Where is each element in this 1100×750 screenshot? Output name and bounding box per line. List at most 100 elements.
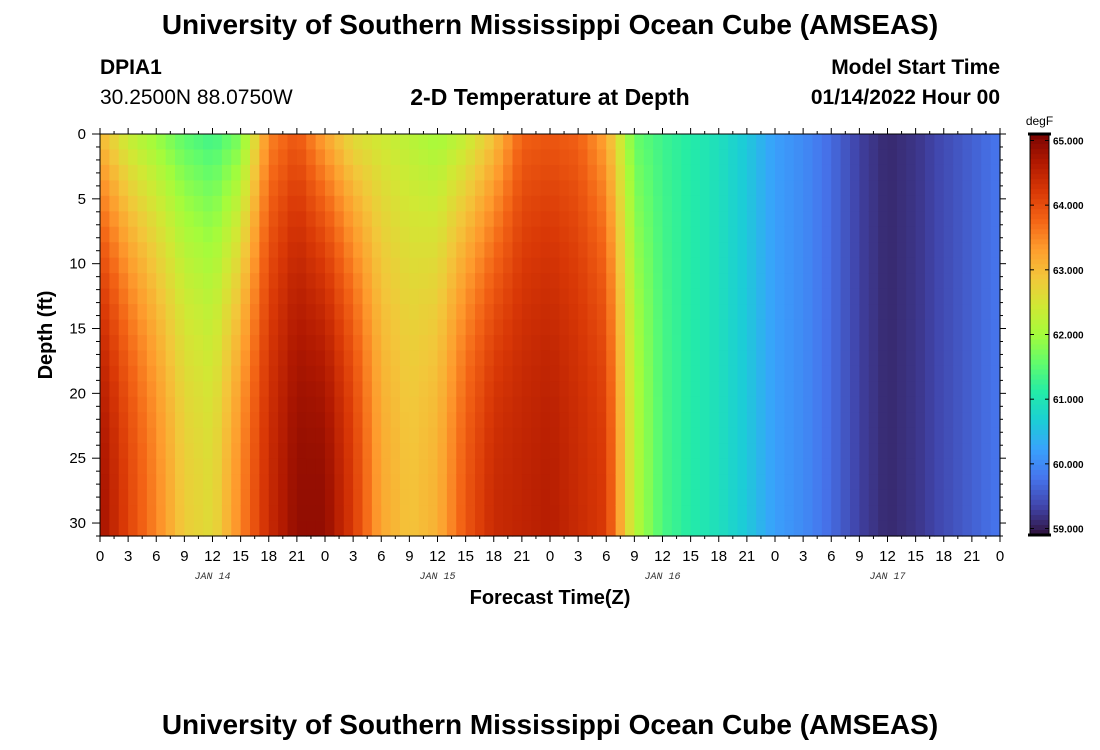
heatmap-cell xyxy=(990,427,1001,444)
heatmap-cell xyxy=(643,365,654,382)
heatmap-cell xyxy=(690,180,701,197)
heatmap-cell xyxy=(784,505,795,522)
heatmap-cell xyxy=(559,149,570,166)
heatmap-cell xyxy=(400,288,410,305)
heatmap-cell xyxy=(971,335,982,352)
heatmap-cell xyxy=(446,164,457,181)
heatmap-cell xyxy=(193,489,204,506)
heatmap-cell xyxy=(540,304,551,321)
heatmap-cell xyxy=(240,458,251,475)
heatmap-cell xyxy=(737,164,748,181)
colorbar-swatch xyxy=(1030,394,1049,401)
heatmap-cell xyxy=(315,443,326,460)
colorbar-swatch xyxy=(1030,189,1049,195)
heatmap-cell xyxy=(400,474,410,491)
heatmap-cell xyxy=(587,273,598,290)
colorbar-swatch xyxy=(1030,229,1049,235)
heatmap-cell xyxy=(615,319,626,336)
heatmap-cell xyxy=(971,304,982,321)
heatmap-cell xyxy=(671,134,682,151)
heatmap-cell xyxy=(700,257,710,274)
heatmap-cell xyxy=(981,149,992,166)
heatmap-cell xyxy=(521,242,532,259)
heatmap-cell xyxy=(868,335,879,352)
heatmap-cell xyxy=(896,412,907,429)
heatmap-cell xyxy=(906,319,917,336)
heatmap-cell xyxy=(240,520,251,537)
heatmap-cell xyxy=(934,319,945,336)
heatmap-cell xyxy=(540,134,551,151)
heatmap-cell xyxy=(634,211,645,228)
heatmap-cell xyxy=(343,134,354,151)
heatmap-cell xyxy=(981,304,992,321)
heatmap-cell xyxy=(212,335,223,352)
heatmap-cell xyxy=(250,396,260,413)
heatmap-cell xyxy=(418,211,429,228)
heatmap-cell xyxy=(128,273,139,290)
heatmap-cell xyxy=(550,180,560,197)
heatmap-cell xyxy=(184,412,195,429)
colorbar-swatch xyxy=(1030,304,1049,310)
heatmap-cell xyxy=(437,489,448,506)
heatmap-cell xyxy=(362,195,373,212)
heatmap-cell xyxy=(381,257,392,274)
heatmap-cell xyxy=(259,489,270,506)
heatmap-cell xyxy=(250,319,260,336)
colorbar-swatch xyxy=(1030,194,1049,200)
heatmap-cell xyxy=(128,164,139,181)
heatmap-cell xyxy=(100,195,110,212)
heatmap-cell xyxy=(446,242,457,259)
heatmap-cell xyxy=(981,257,992,274)
heatmap-cell xyxy=(156,164,167,181)
heatmap-cell xyxy=(981,226,992,243)
heatmap-cell xyxy=(315,458,326,475)
heatmap-cell xyxy=(278,520,289,537)
heatmap-cell xyxy=(812,242,823,259)
heatmap-cell xyxy=(287,242,298,259)
heatmap-cell xyxy=(925,195,935,212)
heatmap-cell xyxy=(643,412,654,429)
heatmap-cell xyxy=(231,304,242,321)
heatmap-cell xyxy=(231,489,242,506)
heatmap-cell xyxy=(709,396,720,413)
heatmap-cell xyxy=(596,288,607,305)
heatmap-cell xyxy=(662,195,673,212)
heatmap-cell xyxy=(296,304,307,321)
heatmap-cell xyxy=(925,164,935,181)
heatmap-cell xyxy=(718,335,729,352)
colorbar-swatch xyxy=(1030,284,1049,290)
heatmap-cell xyxy=(306,381,317,398)
heatmap-cell xyxy=(671,458,682,475)
heatmap-cell xyxy=(371,458,382,475)
heatmap-cell xyxy=(512,489,523,506)
heatmap-cell xyxy=(156,335,167,352)
heatmap-cell xyxy=(156,474,167,491)
heatmap-cell xyxy=(418,412,429,429)
heatmap-cell xyxy=(793,505,804,522)
heatmap-cell xyxy=(934,350,945,367)
heatmap-cell xyxy=(446,412,457,429)
heatmap-cell xyxy=(400,164,410,181)
heatmap-cell xyxy=(896,273,907,290)
heatmap-cell xyxy=(315,381,326,398)
heatmap-cell xyxy=(850,396,860,413)
heatmap-cell xyxy=(531,335,542,352)
heatmap-cell xyxy=(709,273,720,290)
heatmap-cell xyxy=(184,520,195,537)
heatmap-cell xyxy=(203,505,214,522)
heatmap-cell xyxy=(371,365,382,382)
heatmap-cell xyxy=(925,474,935,491)
heatmap-cell xyxy=(343,226,354,243)
heatmap-cell xyxy=(746,288,757,305)
colorbar-swatch xyxy=(1030,324,1049,330)
heatmap-cell xyxy=(146,474,157,491)
heatmap-cell xyxy=(821,149,832,166)
heatmap-cell xyxy=(475,242,485,259)
heatmap-cell xyxy=(671,195,682,212)
heatmap-cell xyxy=(165,489,176,506)
heatmap-cell xyxy=(165,304,176,321)
heatmap-cell xyxy=(118,134,129,151)
heatmap-cell xyxy=(709,458,720,475)
heatmap-cell xyxy=(662,350,673,367)
heatmap-cell xyxy=(662,149,673,166)
